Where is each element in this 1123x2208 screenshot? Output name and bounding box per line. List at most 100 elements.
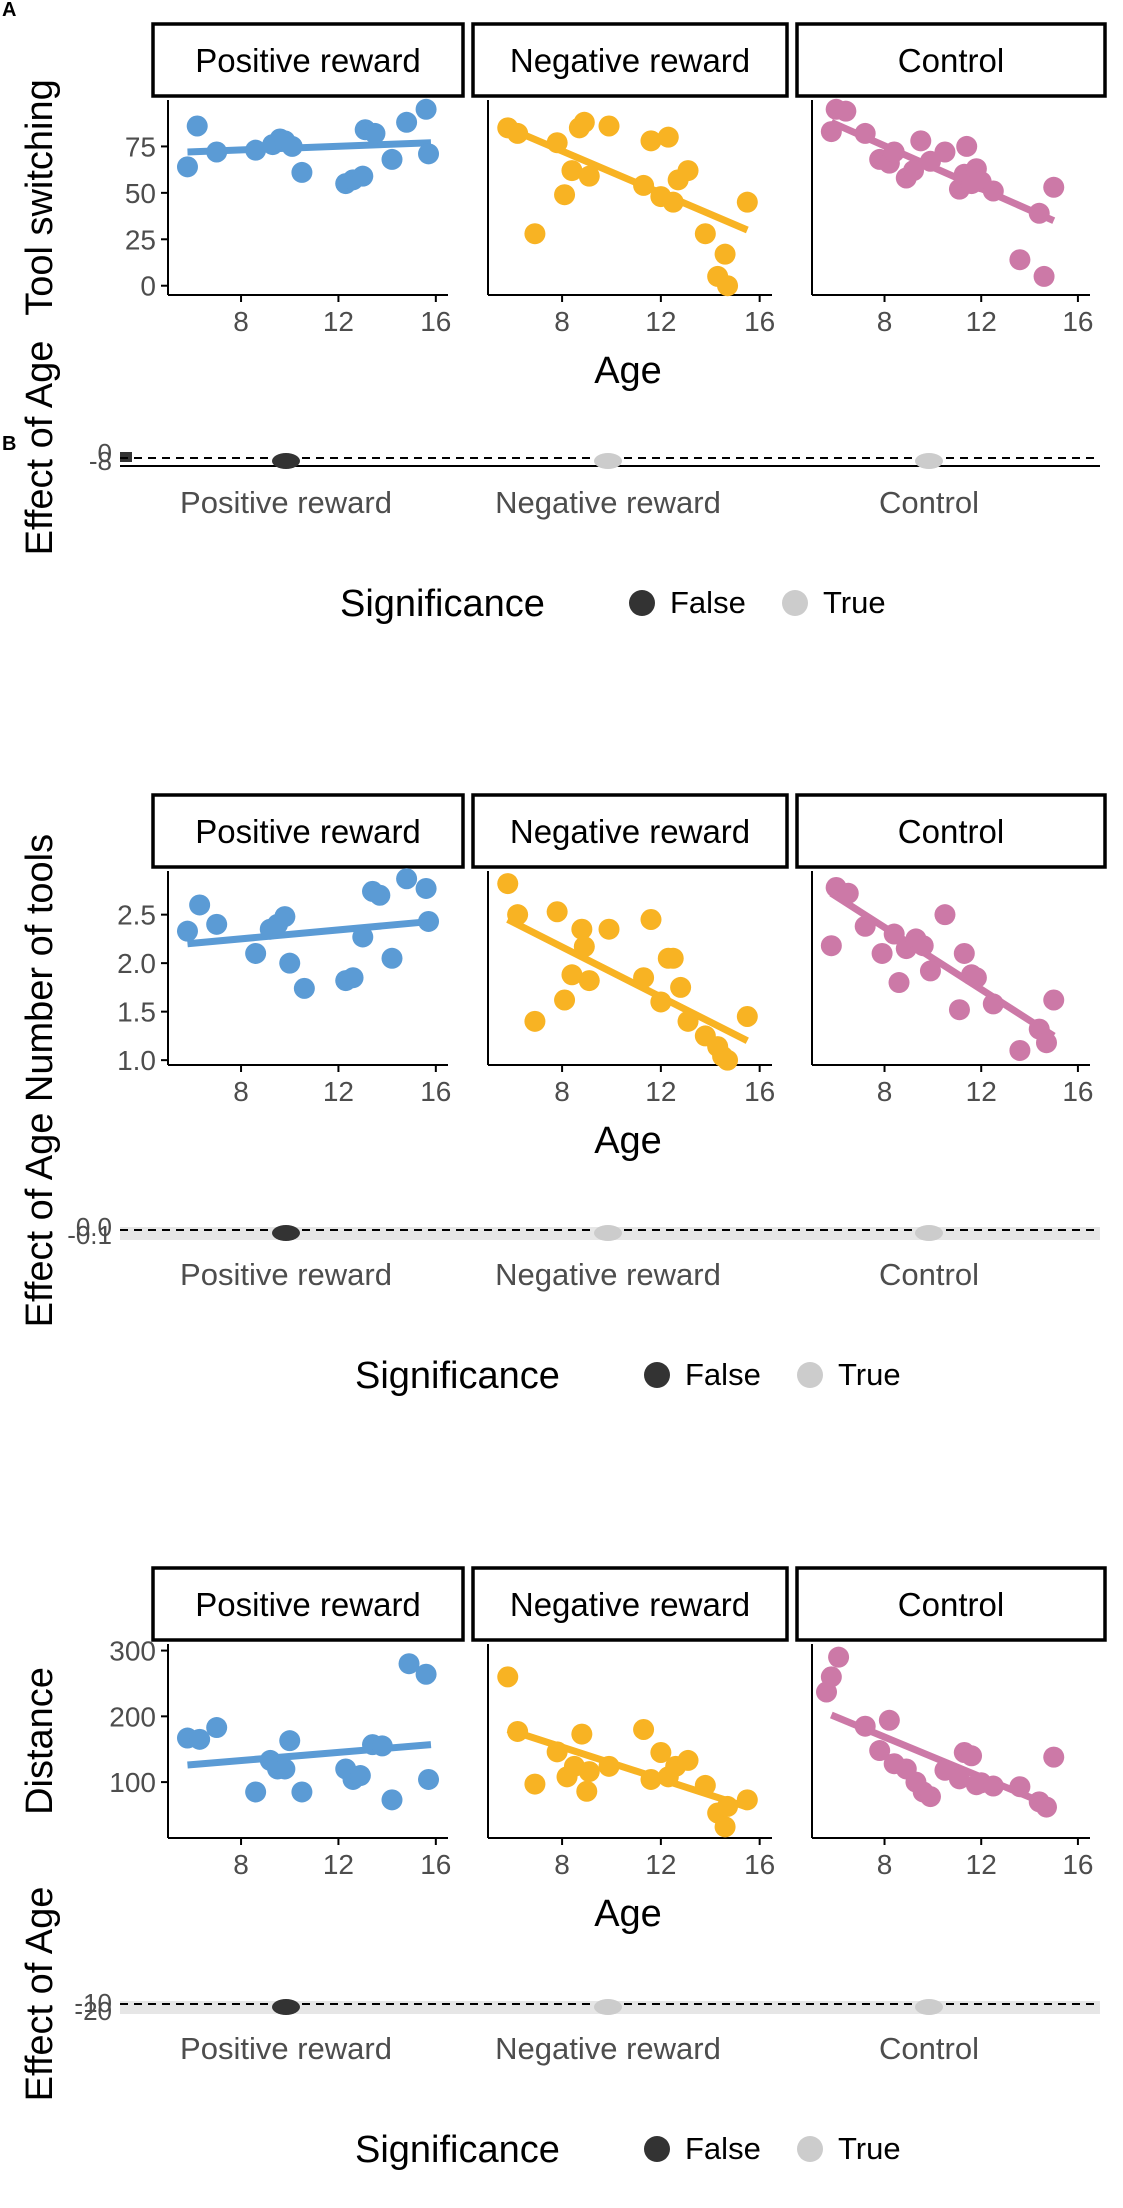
data-point: [640, 1768, 662, 1790]
x-tick-label: 16: [1062, 306, 1093, 337]
y-axis-title: Number of tools: [19, 834, 61, 1102]
legend-label-true: True: [823, 585, 886, 620]
x-tick-label: 12: [966, 306, 997, 337]
facet-strip-label: Negative reward: [510, 1586, 750, 1623]
effect-point: [915, 1225, 943, 1241]
x-tick-label: 8: [877, 306, 893, 337]
data-point: [598, 1755, 620, 1777]
data-point: [497, 873, 519, 895]
y-tick-label: 75: [125, 131, 156, 162]
data-point: [714, 243, 736, 265]
facet-strip-label: Control: [898, 813, 1004, 850]
effect-point: [915, 453, 943, 469]
facet-strip: [471, 793, 789, 869]
data-point: [1043, 1746, 1065, 1768]
data-point: [554, 989, 576, 1011]
data-point: [364, 122, 386, 144]
data-point: [1009, 1776, 1031, 1798]
legend-key-true: [797, 2136, 823, 2162]
data-point: [189, 1728, 211, 1750]
data-point: [717, 1795, 739, 1817]
y-tick-label: 200: [109, 1701, 156, 1732]
data-point: [948, 1768, 970, 1790]
data-point: [524, 1773, 546, 1795]
data-point: [961, 1745, 983, 1767]
fit-line: [506, 1726, 749, 1811]
data-point: [245, 942, 267, 964]
data-point: [176, 156, 198, 178]
data-point: [714, 1816, 736, 1838]
y-tick-label: 1.0: [117, 1045, 156, 1076]
x-tick-label: 12: [966, 1076, 997, 1107]
data-point: [903, 160, 925, 182]
data-point: [650, 991, 672, 1013]
data-point: [1043, 989, 1065, 1011]
data-point: [662, 947, 684, 969]
legend-key-false: [644, 2136, 670, 2162]
chart-block-1: Tool switching Positive reward 8 12 16 0 25 50 7…: [19, 22, 1107, 625]
facet-2: Negative reward 8 12 16: [471, 793, 789, 1107]
data-point: [677, 160, 699, 182]
x-tick-label: 16: [1062, 1076, 1093, 1107]
data-point: [573, 111, 595, 133]
effect-point: [594, 453, 622, 469]
data-point: [657, 126, 679, 148]
data-point: [206, 913, 228, 935]
data-point: [418, 1768, 440, 1790]
fit-line: [506, 916, 749, 1044]
data-point: [854, 122, 876, 144]
effect-y-axis-title: Effect of Age: [19, 1113, 61, 1328]
facet-strip: [795, 22, 1107, 98]
y-tick-label: 300: [109, 1636, 156, 1667]
effect-point: [594, 1999, 622, 2015]
data-point: [677, 1749, 699, 1771]
data-point: [369, 884, 391, 906]
legend-key-true: [782, 590, 808, 616]
y-tick-label: 25: [125, 224, 156, 255]
data-point: [982, 1775, 1004, 1797]
facet-strip: [151, 793, 465, 869]
effect-category-label: Positive reward: [180, 1257, 392, 1292]
data-point: [415, 877, 437, 899]
data-point: [694, 223, 716, 245]
facet-1: Positive reward 8 12 16 0 25 50 75: [125, 22, 465, 337]
data-point: [415, 98, 437, 120]
effect-y-axis-title: Effect of Age: [19, 341, 61, 556]
facet-strip-label: Control: [898, 1586, 1004, 1623]
data-point: [820, 121, 842, 143]
data-point: [274, 1758, 296, 1780]
x-tick-label: 8: [877, 1076, 893, 1107]
legend: Significance False True: [355, 2129, 901, 2171]
effect-category-label: Control: [879, 485, 979, 520]
facet-strip: [795, 1566, 1107, 1642]
facet-strip: [471, 1566, 789, 1642]
data-point: [912, 935, 934, 957]
data-point: [189, 894, 211, 916]
legend-key-true: [797, 1362, 823, 1388]
data-point: [633, 1718, 655, 1740]
data-point: [398, 1653, 420, 1675]
data-point: [578, 970, 600, 992]
data-point: [1009, 1039, 1031, 1061]
facet-strip-label: Control: [898, 42, 1004, 79]
chart-block-3: Distance Positive reward 8 12 16 100 200 300 Neg…: [19, 1566, 1107, 2171]
legend: Significance False True: [340, 583, 886, 625]
data-point: [418, 143, 440, 165]
data-point: [820, 935, 842, 957]
charts-layer: Tool switching Positive reward 8 12 16 0 25 50 7…: [19, 22, 1107, 2171]
data-point: [953, 942, 975, 964]
data-point: [835, 100, 857, 122]
effect-point: [915, 1999, 943, 2015]
data-point: [396, 868, 418, 890]
x-tick-label: 16: [420, 1849, 451, 1880]
data-point: [291, 1781, 313, 1803]
effect-category-label: Negative reward: [495, 1257, 721, 1292]
fit-line: [506, 124, 749, 234]
legend-label-false: False: [685, 2131, 761, 2166]
x-tick-label: 16: [744, 1849, 775, 1880]
effect-panel: 0.0-0.1 Positive reward Negative reward Con…: [19, 1113, 1100, 1328]
legend-label-false: False: [670, 585, 746, 620]
legend-title: Significance: [355, 2129, 560, 2171]
data-point: [415, 1663, 437, 1685]
data-point: [507, 1720, 529, 1742]
